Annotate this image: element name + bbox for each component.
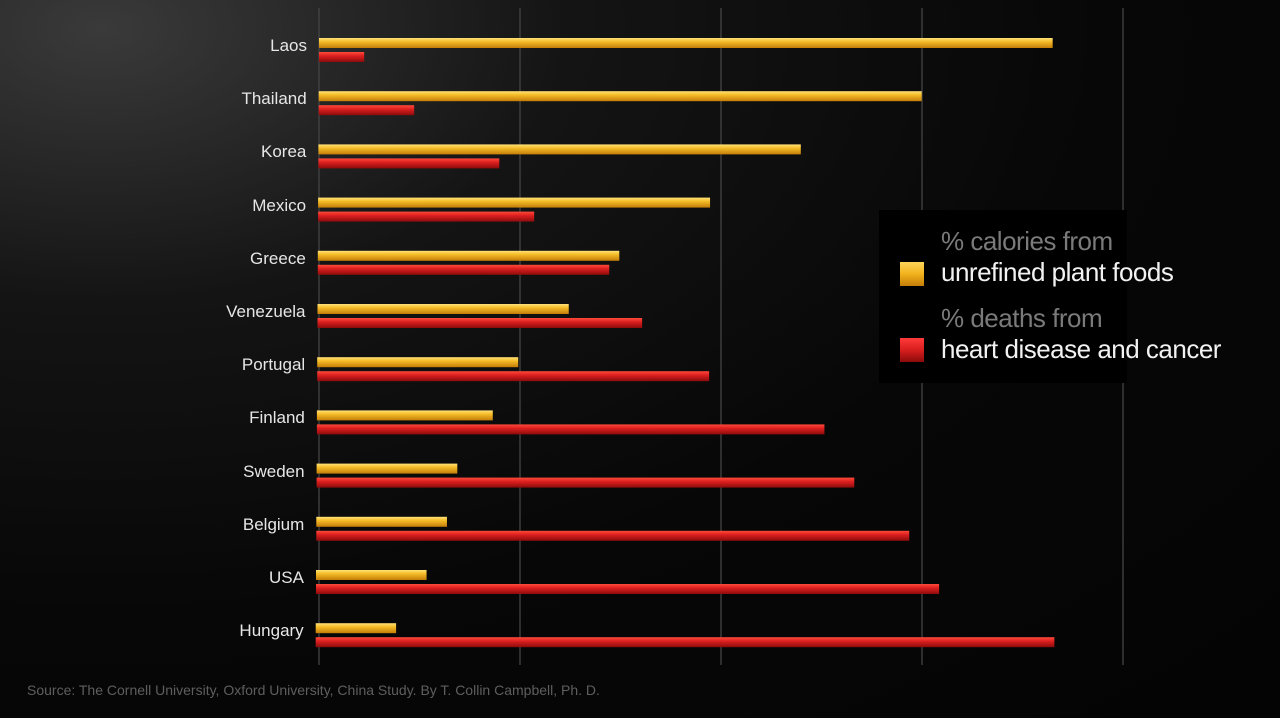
bar-deaths-sweden xyxy=(316,477,855,488)
bar-deaths-mexico xyxy=(318,211,535,222)
category-label: Greece xyxy=(250,248,306,268)
legend-title-deaths: % deaths from xyxy=(941,303,1103,333)
bar-deaths-laos xyxy=(319,52,365,62)
category-label: Venezuela xyxy=(226,302,306,321)
bar-deaths-greece xyxy=(317,264,610,275)
bar-deaths-korea xyxy=(318,158,500,169)
bar-plant-foods-korea xyxy=(318,144,801,155)
legend-label-plant: unrefined plant foods xyxy=(941,257,1174,287)
category-label: Hungary xyxy=(239,621,304,641)
bar-deaths-thailand xyxy=(318,105,415,116)
bar-plant-foods-greece xyxy=(317,250,620,261)
legend-swatch-deaths xyxy=(900,338,924,362)
bar-plant-foods-sweden xyxy=(316,463,458,474)
bar-deaths-venezuela xyxy=(317,318,643,328)
legend-label-deaths: heart disease and cancer xyxy=(941,334,1221,364)
source-note: Source: The Cornell University, Oxford U… xyxy=(27,682,600,698)
bar-plant-foods-hungary xyxy=(315,623,397,634)
category-label: USA xyxy=(269,568,304,587)
bar-deaths-belgium xyxy=(316,530,910,541)
bar-deaths-portugal xyxy=(317,371,710,382)
legend-title-plant: % calories from xyxy=(941,226,1113,256)
category-label: Laos xyxy=(270,36,307,55)
bar-plant-foods-portugal xyxy=(317,357,519,368)
bar-plant-foods-finland xyxy=(316,410,493,421)
category-label: Thailand xyxy=(241,89,307,109)
bar-plant-foods-venezuela xyxy=(317,304,569,314)
bar-plant-foods-mexico xyxy=(318,197,711,208)
bar-plant-foods-laos xyxy=(319,38,1053,48)
legend-swatch-plant xyxy=(900,262,924,286)
bar-deaths-hungary xyxy=(315,637,1055,648)
legend: % calories from unrefined plant foods % … xyxy=(879,210,1221,383)
bar-plant-foods-belgium xyxy=(316,516,447,527)
bar-deaths-finland xyxy=(316,424,825,435)
bar-deaths-usa xyxy=(316,584,940,594)
category-label: Belgium xyxy=(242,514,305,534)
bar-plant-foods-usa xyxy=(316,570,427,580)
category-label: Finland xyxy=(249,408,305,428)
category-label: Portugal xyxy=(241,355,306,375)
category-label: Sweden xyxy=(243,461,305,481)
bar-plant-foods-thailand xyxy=(318,91,922,102)
category-label: Korea xyxy=(261,142,307,162)
category-label: Mexico xyxy=(252,195,307,215)
